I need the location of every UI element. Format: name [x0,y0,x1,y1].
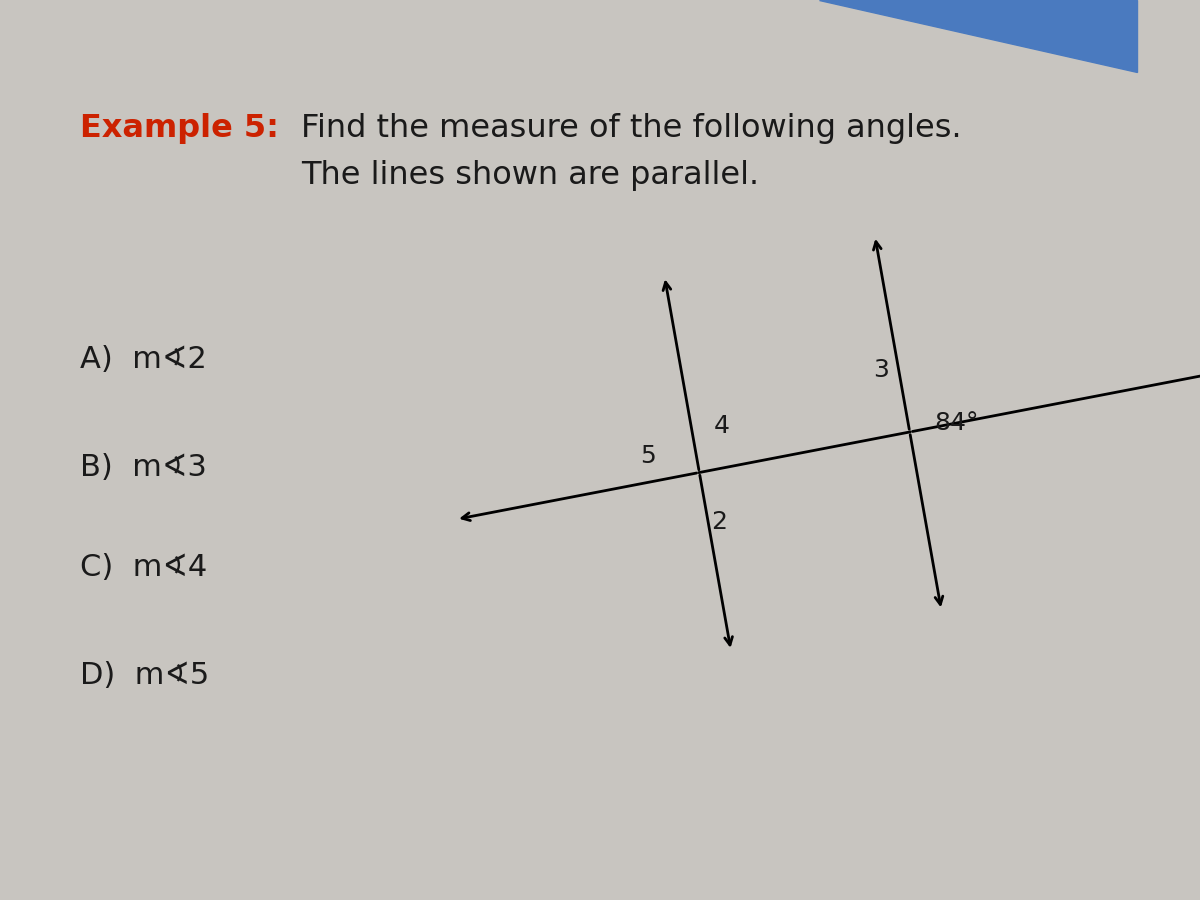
Polygon shape [818,0,1138,72]
Text: 3: 3 [874,358,889,382]
Text: Find the measure of the following angles.: Find the measure of the following angles… [301,112,962,143]
Text: The lines shown are parallel.: The lines shown are parallel. [301,160,760,191]
Text: 2: 2 [710,510,727,535]
Text: A)  m∢2: A) m∢2 [79,346,206,374]
Text: 84°: 84° [935,411,979,435]
Text: B)  m∢3: B) m∢3 [79,454,206,482]
Text: 5: 5 [641,445,656,468]
Text: D)  m∢5: D) m∢5 [79,661,209,689]
Text: Example 5:: Example 5: [79,112,278,143]
Text: C)  m∢4: C) m∢4 [79,553,206,581]
Text: 4: 4 [714,414,730,438]
